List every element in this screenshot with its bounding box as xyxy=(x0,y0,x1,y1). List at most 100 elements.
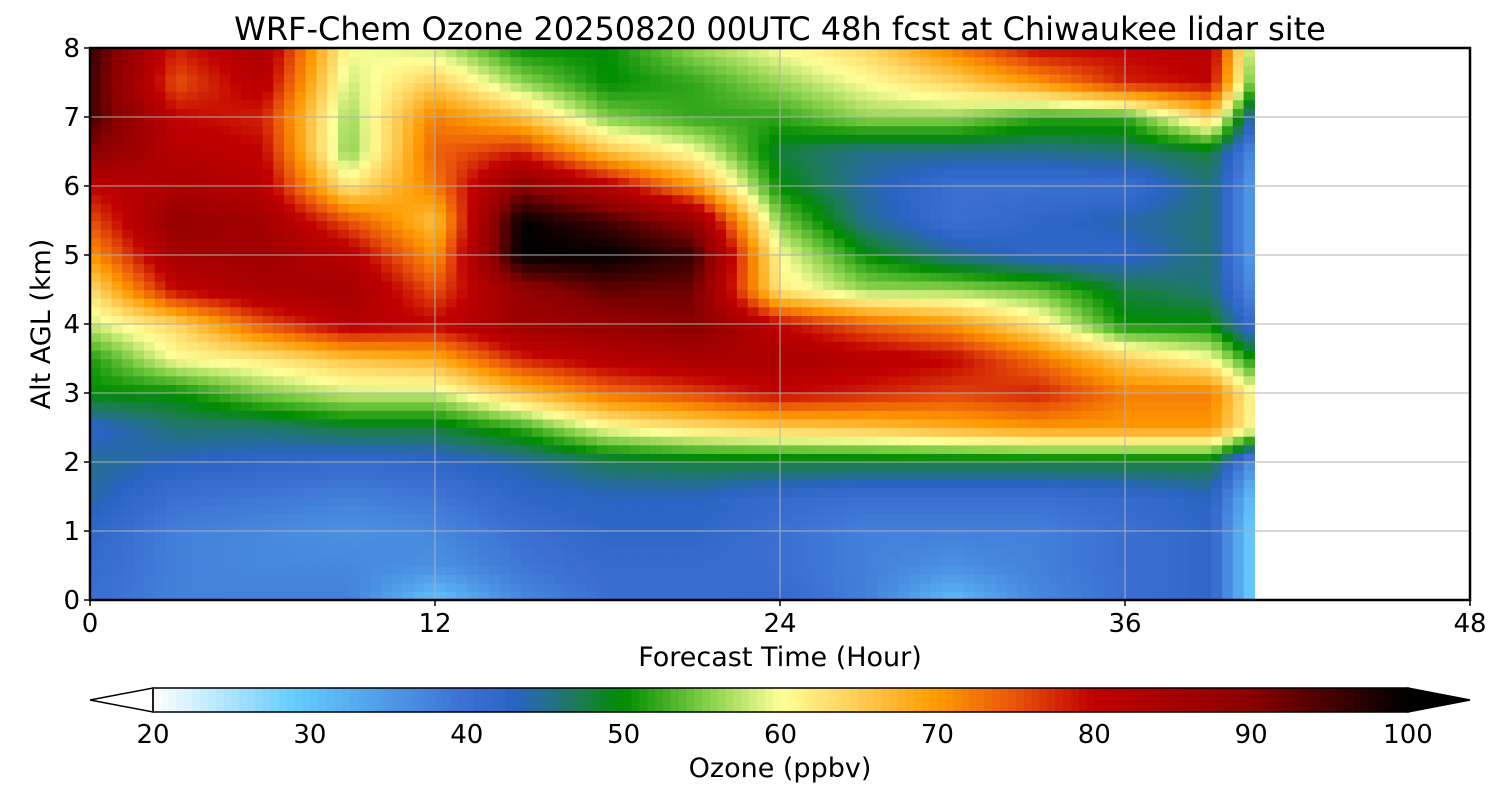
heatmap-cell xyxy=(219,496,231,506)
heatmap-cell xyxy=(262,410,274,420)
heatmap-cell xyxy=(176,280,188,291)
heatmap-cell xyxy=(208,418,220,429)
heatmap-cell xyxy=(758,255,770,265)
heatmap-cell xyxy=(467,375,479,385)
heatmap-cell xyxy=(510,229,522,239)
heatmap-cell xyxy=(327,548,339,558)
heatmap-cell xyxy=(154,203,167,213)
heatmap-cell xyxy=(769,160,781,170)
heatmap-cell xyxy=(488,505,501,515)
heatmap-cell xyxy=(693,341,706,351)
heatmap-cell xyxy=(424,531,436,541)
heatmap-cell xyxy=(262,289,274,299)
heatmap-cell xyxy=(510,591,522,600)
heatmap-cell xyxy=(833,487,846,498)
heatmap-cell xyxy=(801,574,813,584)
heatmap-cell xyxy=(316,427,328,437)
heatmap-cell xyxy=(877,289,889,299)
heatmap-cell xyxy=(704,453,716,463)
heatmap-cell xyxy=(122,375,134,385)
heatmap-cell xyxy=(672,548,684,558)
heatmap-cell xyxy=(780,306,792,316)
heatmap-cell xyxy=(564,211,576,222)
heatmap-cell xyxy=(90,134,102,144)
heatmap-cell xyxy=(542,324,555,334)
heatmap-cell xyxy=(208,168,220,178)
heatmap-cell xyxy=(585,56,598,66)
heatmap-cell xyxy=(208,539,220,549)
heatmap-cell xyxy=(154,272,167,282)
heatmap-cell xyxy=(844,539,857,549)
heatmap-cell xyxy=(736,306,749,316)
heatmap-cell xyxy=(327,151,339,161)
heatmap-cell xyxy=(607,315,619,325)
heatmap-cell xyxy=(478,48,490,58)
heatmap-cell xyxy=(133,393,145,403)
heatmap-cell xyxy=(445,496,458,506)
heatmap-cell xyxy=(650,324,663,334)
heatmap-cell xyxy=(618,186,630,196)
heatmap-cell xyxy=(682,117,695,127)
heatmap-cell xyxy=(488,565,501,575)
heatmap-cell xyxy=(445,427,458,437)
heatmap-cell xyxy=(337,91,350,101)
heatmap-cell xyxy=(553,410,565,420)
heatmap-cell xyxy=(521,65,533,75)
heatmap-cell xyxy=(240,332,253,342)
heatmap-cell xyxy=(327,134,339,144)
heatmap-cell xyxy=(133,341,145,351)
heatmap-cell xyxy=(715,505,727,515)
heatmap-cell xyxy=(122,211,134,222)
heatmap-cell xyxy=(747,142,760,153)
heatmap-cell xyxy=(413,548,425,558)
heatmap-cell xyxy=(143,487,156,498)
heatmap-cell xyxy=(672,470,684,480)
heatmap-cell xyxy=(823,151,835,161)
heatmap-cell xyxy=(488,591,501,600)
heatmap-cell xyxy=(208,505,220,515)
heatmap-cell xyxy=(370,177,382,187)
heatmap-cell xyxy=(165,48,177,58)
heatmap-cell xyxy=(769,556,781,567)
heatmap-cell xyxy=(877,436,889,446)
heatmap-cell xyxy=(488,479,501,489)
heatmap-cell xyxy=(833,470,846,480)
heatmap-cell xyxy=(672,496,684,506)
heatmap-cell xyxy=(920,341,932,351)
heatmap-cell xyxy=(823,315,835,325)
heatmap-cell xyxy=(607,99,619,109)
heatmap-cell xyxy=(284,125,296,135)
heatmap-cell xyxy=(273,539,285,549)
heatmap-cell xyxy=(305,48,318,58)
heatmap-cell xyxy=(391,401,404,411)
heatmap-cell xyxy=(790,203,803,213)
heatmap-cell xyxy=(467,220,479,230)
heatmap-cell xyxy=(833,349,846,360)
heatmap-cell xyxy=(435,117,447,127)
heatmap-cell xyxy=(736,211,749,222)
heatmap-cell xyxy=(143,151,156,161)
heatmap-cell xyxy=(542,349,555,360)
heatmap-cell xyxy=(435,556,447,567)
heatmap-cell xyxy=(542,194,555,204)
heatmap-cell xyxy=(575,565,587,575)
heatmap-cell xyxy=(208,436,220,446)
heatmap-cell xyxy=(154,194,167,204)
heatmap-cell xyxy=(90,117,102,127)
heatmap-cell xyxy=(359,160,371,170)
heatmap-cell xyxy=(639,203,652,213)
heatmap-cell xyxy=(769,194,781,204)
heatmap-cell xyxy=(100,332,113,342)
heatmap-cell xyxy=(704,548,716,558)
heatmap-cell xyxy=(909,375,921,385)
heatmap-cell xyxy=(219,73,231,84)
heatmap-cell xyxy=(564,315,576,325)
heatmap-cell xyxy=(348,186,361,196)
heatmap-cell xyxy=(381,211,393,222)
heatmap-cell xyxy=(467,298,479,308)
heatmap-cell xyxy=(100,142,113,153)
heatmap-cell xyxy=(790,263,803,273)
heatmap-cell xyxy=(165,315,177,325)
heatmap-cell xyxy=(467,280,479,291)
heatmap-cell xyxy=(230,531,242,541)
